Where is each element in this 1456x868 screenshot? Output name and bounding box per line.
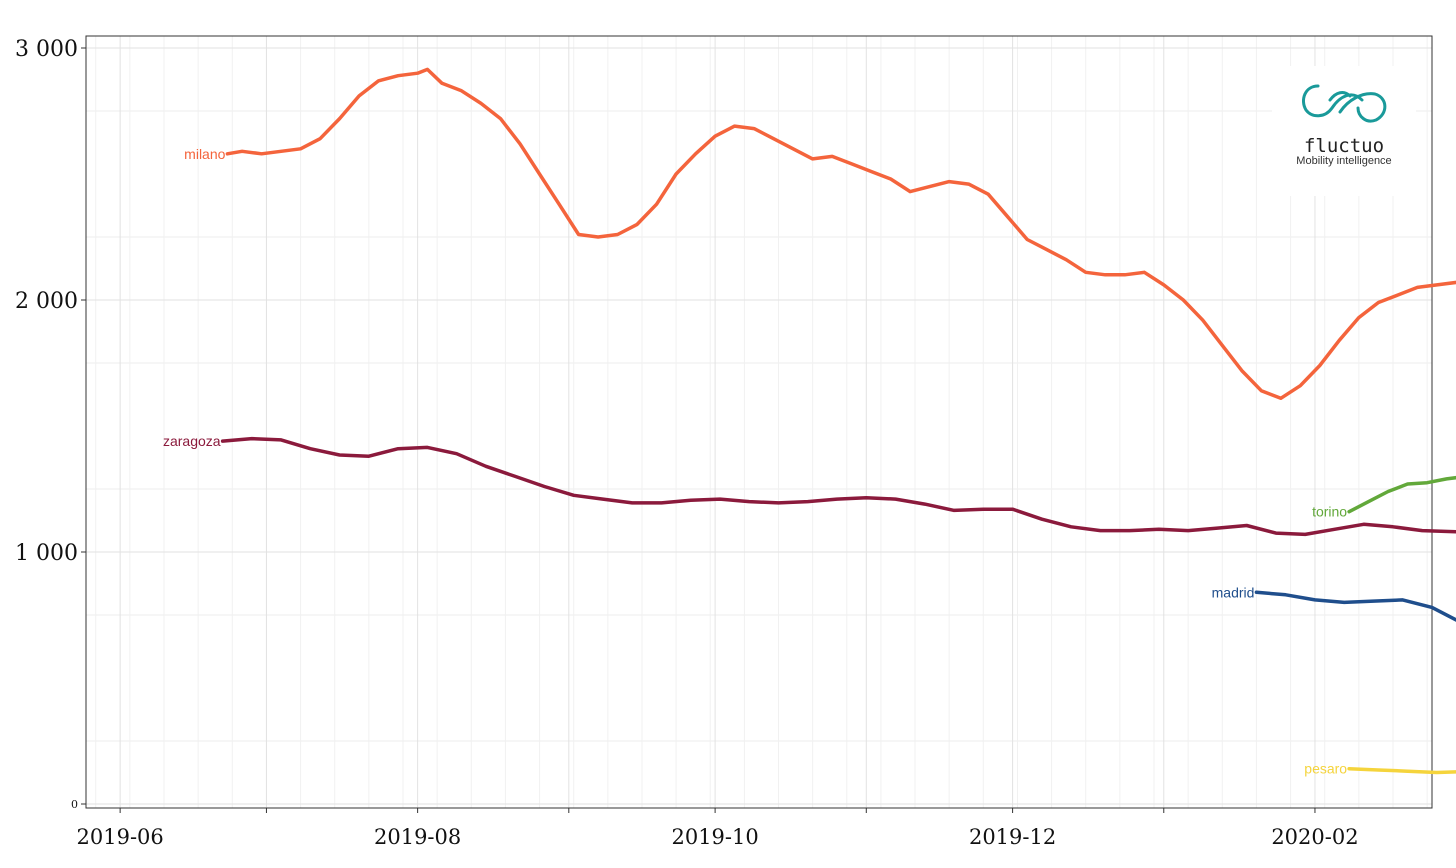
y-axis: 0 1 000 2 000 3 000 bbox=[15, 37, 86, 811]
y-tick-label: 3 000 bbox=[15, 37, 78, 62]
series-start-label-pesaro: pesaro bbox=[1304, 761, 1347, 777]
series-labels: milanomilanozaragozazaragozatorinotorino… bbox=[163, 146, 1347, 777]
fluctuo-logo: fluctuo Mobility intelligence bbox=[1272, 66, 1416, 196]
x-tick-label: 2019-08 bbox=[374, 825, 461, 849]
x-axis: 2019-06 2019-08 2019-10 2019-12 2020-02 bbox=[77, 808, 1359, 849]
logo-wordmark: fluctuo bbox=[1304, 135, 1384, 157]
y-tick-label: 2 000 bbox=[15, 289, 78, 314]
series-line-pesaro bbox=[1347, 766, 1456, 775]
plot-border bbox=[85, 35, 1433, 809]
y-tick-label: 0 bbox=[71, 798, 78, 811]
series-start-label-zaragoza: zaragoza bbox=[163, 433, 221, 449]
series-line-madrid bbox=[1254, 590, 1456, 622]
logo-tagline: Mobility intelligence bbox=[1296, 155, 1391, 167]
logo-background bbox=[1272, 66, 1416, 196]
x-tick-label: 2019-10 bbox=[671, 825, 758, 849]
y-tick-label: 1 000 bbox=[15, 541, 78, 566]
major-gridlines bbox=[86, 36, 1432, 808]
series-line-milano bbox=[225, 67, 1456, 401]
x-tick-label: 2019-12 bbox=[969, 825, 1056, 849]
x-tick-label: 2019-06 bbox=[77, 825, 164, 849]
series-line-zaragoza bbox=[220, 436, 1456, 537]
series-start-label-torino: torino bbox=[1312, 504, 1347, 520]
fluctuo-wave-icon bbox=[1302, 84, 1387, 123]
series-line-torino bbox=[1347, 475, 1456, 514]
series-layer bbox=[220, 67, 1456, 775]
series-start-label-milano: milano bbox=[184, 146, 225, 162]
series-start-label-madrid: madrid bbox=[1212, 584, 1255, 600]
x-tick-label: 2020-02 bbox=[1271, 825, 1358, 849]
